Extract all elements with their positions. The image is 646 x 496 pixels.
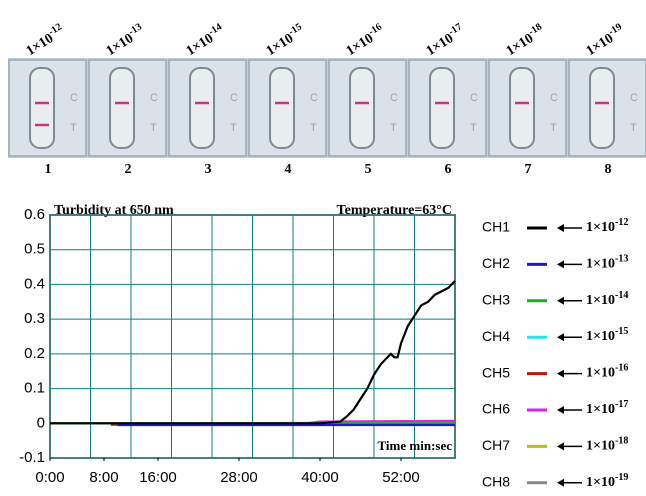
legend-arrowhead: [557, 333, 564, 342]
strip-number: 3: [205, 162, 212, 177]
strip-label: 1×10-16: [342, 21, 388, 59]
legend-label: 1×10-19: [586, 472, 628, 490]
legend-label: 1×10-14: [586, 290, 628, 308]
legend-label-base: 1×10: [586, 475, 615, 490]
strip-number: 4: [285, 162, 292, 177]
legend-arrowhead: [557, 478, 564, 487]
legend-label-exp: -14: [615, 290, 628, 301]
legend-label-exp: -17: [615, 399, 628, 410]
chart-title: Turbidity at 650 nm: [54, 203, 174, 218]
x-tick-label: 8:00: [89, 469, 118, 486]
legend-label-exp: -18: [615, 435, 628, 446]
legend-label-base: 1×10: [586, 366, 615, 381]
legend-label: 1×10-12: [586, 217, 628, 235]
strip-label: 1×10-17: [422, 21, 468, 59]
annotation: Temperature=63°C: [337, 203, 452, 218]
legend-name: CH5: [482, 364, 510, 380]
strip-label: 1×10-18: [502, 21, 548, 59]
cassette-window: [109, 67, 135, 149]
strip-number: 1: [45, 162, 52, 177]
cassette-mark: C: [470, 92, 478, 104]
legend-arrowhead: [557, 296, 564, 305]
series-line: [50, 280, 456, 425]
strip-label: 1×10-12: [22, 21, 68, 59]
legend-name: CH6: [482, 401, 510, 417]
cassette-window: [29, 67, 55, 149]
cassette-window: [349, 67, 375, 149]
legend-name: CH1: [482, 219, 510, 235]
legend-label-base: 1×10: [586, 439, 615, 454]
legend-label-exp: -13: [615, 253, 628, 264]
y-tick-label: 0.4: [24, 275, 45, 292]
legend-label-exp: -15: [615, 326, 628, 337]
strip-label: 1×10-13: [102, 21, 148, 59]
legend-label: 1×10-13: [586, 253, 628, 271]
legend-label: 1×10-15: [586, 326, 628, 344]
cassette-mark: T: [470, 122, 477, 134]
cassette-mark: T: [70, 122, 77, 134]
legend-name: CH7: [482, 437, 510, 453]
y-tick-label: 0.5: [24, 241, 45, 258]
legend-label-exp: -12: [615, 217, 628, 228]
cassette-mark: C: [550, 92, 558, 104]
x-tick-label: 0:00: [35, 469, 64, 486]
x-axis-label: Time min:sec: [378, 438, 453, 453]
cassette-mark: C: [310, 92, 318, 104]
strip-label: 1×10-19: [582, 21, 628, 59]
legend-name: CH4: [482, 328, 510, 344]
cassette-mark: C: [630, 92, 638, 104]
y-tick-label: 0.6: [24, 206, 45, 223]
cassette-mark: C: [150, 92, 158, 104]
legend-name: CH2: [482, 255, 510, 271]
y-tick-label: 0: [37, 414, 45, 431]
cassette-mark: T: [390, 122, 397, 134]
cassette-window: [189, 67, 215, 149]
y-tick-label: 0.2: [24, 345, 45, 362]
legend-arrowhead: [557, 260, 564, 269]
cassette-window: [509, 67, 535, 149]
x-tick-label: 16:00: [139, 469, 177, 486]
legend-label: 1×10-18: [586, 435, 628, 453]
cassette-window: [269, 67, 295, 149]
y-tick-label: -0.1: [19, 449, 45, 466]
legend-arrowhead: [557, 406, 564, 414]
cassette-mark: T: [310, 122, 317, 134]
legend-label-base: 1×10: [586, 402, 615, 417]
strip-number: 2: [125, 162, 132, 177]
cassette-window: [429, 67, 455, 149]
legend-label-exp: -19: [615, 472, 628, 483]
legend-label: 1×10-16: [586, 362, 628, 380]
cassette-mark: T: [230, 122, 237, 134]
legend-arrowhead: [557, 369, 564, 378]
legend-arrowhead: [557, 442, 564, 451]
cassette-mark: C: [70, 92, 78, 104]
legend-label-base: 1×10: [586, 329, 615, 344]
legend-label-exp: -16: [615, 362, 628, 373]
strip-number: 7: [525, 162, 532, 177]
y-tick-label: 0.1: [24, 380, 45, 397]
y-tick-label: 0.3: [24, 310, 45, 327]
legend-arrowhead: [557, 224, 564, 232]
strip-number: 6: [445, 162, 452, 177]
legend-label-base: 1×10: [586, 220, 615, 235]
strip-label: 1×10-14: [182, 21, 228, 59]
strip-label: 1×10-15: [262, 21, 308, 59]
cassette-mark: T: [630, 122, 637, 134]
cassette-mark: T: [150, 122, 157, 134]
cassette-mark: C: [230, 92, 238, 104]
strip-number: 5: [365, 162, 372, 177]
x-tick-label: 40:00: [301, 469, 339, 486]
legend-name: CH8: [482, 474, 510, 490]
x-tick-label: 28:00: [220, 469, 258, 486]
cassette-window: [589, 67, 615, 149]
x-tick-label: 52:00: [382, 469, 420, 486]
legend-label: 1×10-17: [586, 399, 628, 417]
cassette-mark: C: [390, 92, 398, 104]
legend-label-base: 1×10: [586, 293, 615, 308]
legend-label-base: 1×10: [586, 257, 615, 272]
strip-number: 8: [605, 162, 612, 177]
cassette-mark: T: [550, 122, 557, 134]
legend-name: CH3: [482, 292, 510, 308]
